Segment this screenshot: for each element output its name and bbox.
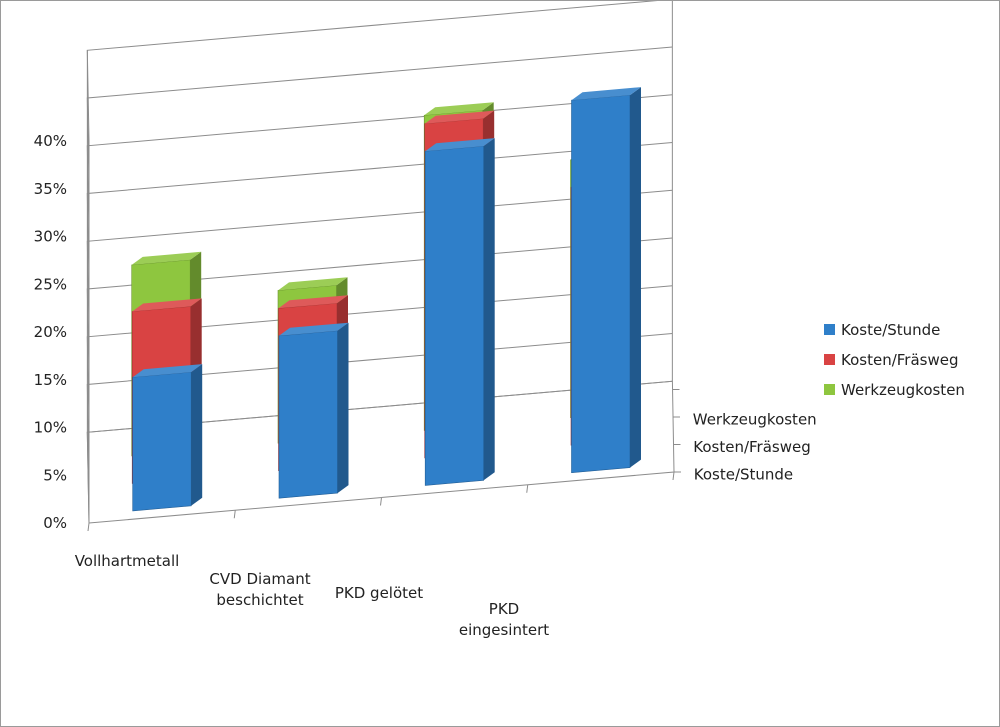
- bar[interactable]: [571, 87, 642, 474]
- y-tick-label: 20%: [34, 323, 67, 341]
- bar-front: [424, 145, 485, 486]
- floor: [86, 380, 675, 524]
- y-tick-label: 25%: [34, 275, 67, 293]
- y-tick-label: 0%: [43, 514, 67, 532]
- bar-top: [425, 138, 495, 152]
- x-tick: [526, 484, 529, 493]
- bar-top: [278, 295, 348, 309]
- bar-front: [132, 371, 192, 512]
- bars: [131, 87, 642, 512]
- bar-side: [337, 322, 349, 494]
- y-axis-labels: 0% 5% 10% 15% 20% 25% 30% 35% 40%: [34, 132, 67, 532]
- legend-swatch: [824, 354, 835, 365]
- bar-top: [279, 322, 349, 336]
- y-tick-label: 30%: [34, 228, 67, 246]
- legend: Koste/Stunde Kosten/Fräsweg Werkzeugkosten: [824, 321, 965, 399]
- depth-label: Werkzeugkosten: [693, 410, 817, 428]
- legend-swatch: [824, 324, 835, 335]
- bar[interactable]: [278, 322, 349, 499]
- y-tick-label: 40%: [34, 132, 67, 150]
- category-label: PKD gelötet: [335, 584, 423, 602]
- bar-top: [132, 298, 202, 312]
- bar-front: [278, 330, 338, 499]
- x-tick: [380, 497, 382, 506]
- bar-side: [483, 138, 495, 481]
- x-tick: [233, 510, 236, 519]
- bar-side: [191, 364, 203, 506]
- bar-top: [571, 87, 641, 101]
- category-label: Vollhartmetall: [75, 552, 180, 570]
- depth-label: Kosten/Fräsweg: [693, 438, 810, 456]
- bar-side: [630, 87, 641, 468]
- y-tick-label: 35%: [34, 180, 67, 198]
- bar[interactable]: [424, 138, 495, 486]
- legend-label: Koste/Stunde: [841, 321, 940, 339]
- bar-top: [132, 364, 203, 378]
- category-label: CVD Diamant beschichtet: [209, 570, 310, 609]
- x-tick: [87, 522, 90, 532]
- bar-front: [571, 94, 631, 474]
- y-tick-label: 15%: [34, 371, 67, 389]
- depth-label: Koste/Stunde: [694, 465, 793, 483]
- legend-label: Werkzeugkosten: [841, 381, 965, 399]
- gridlines: [86, 1, 681, 532]
- bar-top: [424, 110, 495, 124]
- x-axis-labels: Vollhartmetall CVD Diamant beschichtet PKD …: [75, 552, 550, 639]
- category-label: PKD eingesintert: [459, 600, 549, 639]
- y-tick-label: 10%: [34, 419, 67, 437]
- x-tick: [672, 471, 675, 481]
- bar-top: [278, 277, 348, 291]
- bar[interactable]: [132, 364, 203, 512]
- bar-top: [131, 251, 202, 265]
- legend-swatch: [824, 384, 835, 395]
- depth-axis-labels: Koste/Stunde Kosten/Fräsweg Werkzeugkosten: [693, 410, 817, 483]
- y-tick-label: 5%: [43, 466, 67, 484]
- legend-label: Kosten/Fräsweg: [841, 351, 958, 369]
- bar-top: [424, 102, 494, 116]
